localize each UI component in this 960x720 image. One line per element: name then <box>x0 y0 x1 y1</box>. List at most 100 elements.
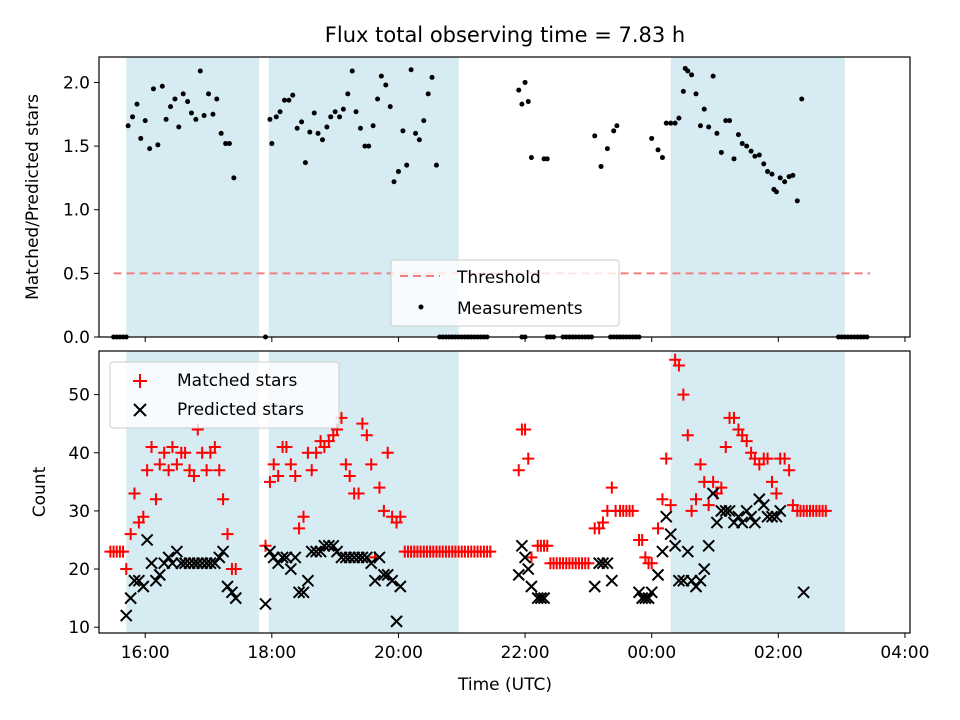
predicted-star-point <box>297 586 310 599</box>
y-tick-label: 40 <box>68 444 90 464</box>
measurement-point <box>130 114 136 120</box>
predicted-star-point <box>373 551 386 564</box>
measurement-point <box>172 96 178 102</box>
measurement-point <box>413 130 419 136</box>
measurement-point <box>155 142 161 148</box>
measurement-point <box>693 91 699 97</box>
matched-star-point <box>137 510 150 523</box>
predicted-star-point <box>797 586 810 599</box>
matched-star-point <box>289 470 302 483</box>
predicted-star-point <box>309 545 323 558</box>
predicted-star-point <box>289 551 302 564</box>
predicted-star-point <box>774 504 787 518</box>
matched-star-point <box>681 429 694 442</box>
measurement-point <box>706 124 712 130</box>
matched-star-point <box>685 504 698 517</box>
measurement-point <box>315 130 321 136</box>
measurement-point <box>748 148 754 154</box>
measurement-point <box>433 162 439 168</box>
measurement-points <box>111 65 870 340</box>
x-tick-label: 20:00 <box>374 643 423 663</box>
bottom-y-ticks: 10 20 30 40 50 <box>68 386 99 638</box>
matched-star-point <box>365 458 378 471</box>
measurement-point <box>138 135 144 141</box>
bottom-y-axis-label: Count <box>30 466 50 517</box>
matched-star-point <box>213 464 226 477</box>
measurement-point <box>159 83 165 89</box>
measurement-point <box>714 130 720 136</box>
measurement-point <box>176 124 182 130</box>
matched-star-point <box>660 452 673 465</box>
measurement-point <box>324 124 330 130</box>
predicted-star-point <box>120 609 133 622</box>
matched-star-point <box>381 446 394 459</box>
legend-matched-swatch <box>133 374 147 388</box>
legend-predicted-swatch <box>133 403 147 417</box>
measurement-point <box>201 113 207 119</box>
predicted-star-point <box>280 551 293 564</box>
matched-star-point <box>582 557 595 570</box>
matched-star-point <box>694 458 707 471</box>
predicted-star-point <box>642 591 655 605</box>
matched-star-point <box>727 411 740 424</box>
predicted-star-point <box>149 574 163 587</box>
measurement-point <box>218 130 224 136</box>
measurement-point <box>150 86 156 92</box>
matched-star-point <box>484 545 497 558</box>
predicted-star-point <box>305 545 318 558</box>
predicted-star-point <box>601 557 614 570</box>
y-tick-label: 20 <box>68 560 90 580</box>
predicted-star-point <box>390 615 403 628</box>
predicted-star-point <box>284 562 298 576</box>
measurement-point <box>604 146 610 152</box>
legend-matched-label: Matched stars <box>177 371 297 391</box>
predicted-star-point <box>225 586 239 599</box>
measurement-point <box>231 175 237 181</box>
matched-star-point <box>166 440 179 453</box>
predicted-star-point <box>660 510 673 523</box>
measurement-point <box>328 114 334 120</box>
matched-star-point <box>761 452 774 465</box>
measurement-point <box>337 114 343 120</box>
bottom-plot-frame <box>98 350 911 634</box>
legend-measurements-label: Measurements <box>457 299 583 319</box>
measurement-point <box>185 99 191 105</box>
matched-star-point <box>373 481 386 494</box>
y-tick-label: 1.5 <box>63 137 90 157</box>
measurement-point <box>408 67 414 73</box>
matched-star-point <box>153 458 166 471</box>
top-plot-frame <box>98 56 911 338</box>
measurement-point <box>723 118 729 124</box>
predicted-star-point <box>605 574 619 587</box>
observing-period-band <box>670 57 845 337</box>
x-tick-label: 02:00 <box>754 643 803 663</box>
matched-star-point <box>522 452 535 465</box>
measurement-point <box>516 87 522 93</box>
measurement-point <box>332 109 338 115</box>
predicted-star-point <box>153 568 166 582</box>
predicted-star-point <box>694 574 707 587</box>
matched-star-point <box>656 493 669 506</box>
measurement-point <box>765 169 771 175</box>
matched-star-point <box>280 440 293 453</box>
chart-title: Flux total observing time = 7.83 h <box>325 23 685 47</box>
measurement-point <box>752 153 758 159</box>
matched-star-point <box>765 475 778 488</box>
predicted-star-point <box>204 557 217 570</box>
measurement-point <box>147 146 153 152</box>
matched-star-point <box>263 475 276 488</box>
measurement-point <box>727 118 733 124</box>
predicted-star-point <box>748 516 762 529</box>
x-tick-label: 16:00 <box>121 643 170 663</box>
measurement-point <box>614 123 620 129</box>
measurement-point <box>395 169 401 175</box>
measurement-point <box>226 141 232 147</box>
top-shaded-periods <box>126 57 845 337</box>
matched-star-point <box>596 516 609 529</box>
measurement-point <box>180 91 186 97</box>
matched-star-point <box>352 487 365 500</box>
measurement-point <box>777 175 783 181</box>
legend-measurements-swatch <box>418 304 424 310</box>
predicted-star-point <box>137 580 150 593</box>
measurement-point <box>528 155 534 161</box>
